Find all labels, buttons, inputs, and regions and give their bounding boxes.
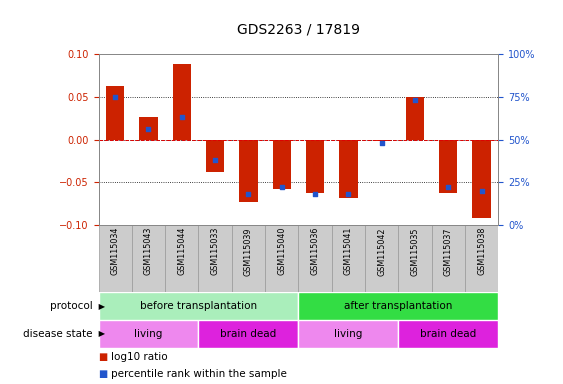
Bar (272, 140, 291, 189)
Bar (399, 320, 498, 348)
Bar (373, 140, 391, 141)
Text: percentile rank within the sample: percentile rank within the sample (111, 369, 287, 379)
Bar (399, 225, 432, 292)
Bar (265, 225, 298, 292)
Text: living: living (135, 329, 163, 339)
Text: GDS2263 / 17819: GDS2263 / 17819 (237, 23, 360, 37)
Text: GSM115038: GSM115038 (477, 227, 486, 275)
Point (311, 191, 320, 197)
Text: GSM115044: GSM115044 (177, 227, 186, 275)
Point (211, 157, 220, 163)
Text: after transplantation: after transplantation (344, 301, 453, 311)
Bar (232, 225, 265, 292)
Bar (198, 320, 298, 348)
Text: before transplantation: before transplantation (140, 301, 257, 311)
Text: GSM115033: GSM115033 (211, 227, 220, 275)
Point (410, 97, 419, 103)
Text: GSM115035: GSM115035 (410, 227, 419, 276)
Bar (298, 320, 399, 348)
Text: GSM115041: GSM115041 (344, 227, 353, 275)
Point (377, 140, 386, 146)
Bar (298, 292, 498, 320)
Bar (439, 140, 458, 192)
Bar (198, 225, 232, 292)
Bar (472, 140, 491, 218)
Bar (332, 225, 365, 292)
Text: brain dead: brain dead (220, 329, 276, 339)
Text: disease state: disease state (24, 329, 93, 339)
Bar (132, 225, 165, 292)
Text: ■: ■ (99, 352, 108, 362)
Point (144, 126, 153, 132)
Point (111, 94, 120, 100)
Bar (406, 97, 424, 140)
Bar (306, 140, 324, 194)
Text: ▶: ▶ (96, 329, 105, 338)
Text: ▶: ▶ (96, 301, 105, 311)
Text: living: living (334, 329, 363, 339)
Bar (339, 140, 358, 198)
Text: GSM115034: GSM115034 (111, 227, 120, 275)
Point (344, 191, 353, 197)
Text: brain dead: brain dead (420, 329, 476, 339)
Point (177, 114, 186, 121)
Bar (99, 225, 132, 292)
Point (444, 184, 453, 190)
Point (244, 191, 253, 197)
Bar (206, 140, 224, 172)
Bar (365, 225, 399, 292)
Bar (99, 320, 198, 348)
Point (277, 184, 286, 190)
Text: GSM115036: GSM115036 (311, 227, 320, 275)
Bar (173, 65, 191, 140)
Bar (298, 225, 332, 292)
Point (477, 188, 486, 194)
Bar (106, 86, 124, 140)
Bar (99, 292, 298, 320)
Text: GSM115039: GSM115039 (244, 227, 253, 276)
Text: GSM115043: GSM115043 (144, 227, 153, 275)
Bar (465, 225, 498, 292)
Text: GSM115037: GSM115037 (444, 227, 453, 276)
Bar (239, 140, 258, 202)
Text: log10 ratio: log10 ratio (111, 352, 168, 362)
Text: GSM115040: GSM115040 (277, 227, 286, 275)
Bar (165, 225, 198, 292)
Bar (139, 116, 158, 140)
Text: ■: ■ (99, 369, 108, 379)
Text: protocol: protocol (50, 301, 93, 311)
Text: GSM115042: GSM115042 (377, 227, 386, 276)
Bar (432, 225, 465, 292)
